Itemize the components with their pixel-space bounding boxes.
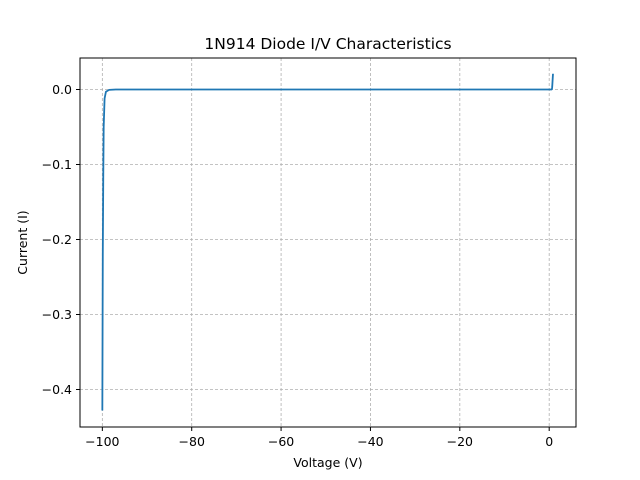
y-tick-label: −0.3 <box>42 307 72 322</box>
x-tick-label: −100 <box>85 434 119 449</box>
x-axis-label: Voltage (V) <box>293 455 362 470</box>
x-tick-label: −40 <box>357 434 383 449</box>
y-tick-label: −0.1 <box>42 157 72 172</box>
x-axis-ticks: −100 −80 −60 −40 −20 0 <box>85 427 553 449</box>
series-line <box>101 73 554 411</box>
chart-title: 1N914 Diode I/V Characteristics <box>204 35 451 53</box>
y-tick-label: 0.0 <box>52 82 72 97</box>
x-tick-label: −20 <box>447 434 473 449</box>
series-layer <box>101 73 554 411</box>
y-tick-label: −0.2 <box>42 232 72 247</box>
x-tick-label: −80 <box>179 434 205 449</box>
y-tick-label: −0.4 <box>42 382 72 397</box>
y-axis-label: Current (I) <box>15 210 30 274</box>
x-tick-label: −60 <box>268 434 294 449</box>
grid <box>80 58 576 427</box>
x-tick-label: 0 <box>545 434 553 449</box>
plot-area-frame <box>79 57 577 428</box>
y-axis-ticks: 0.0 −0.1 −0.2 −0.3 −0.4 <box>42 82 80 397</box>
